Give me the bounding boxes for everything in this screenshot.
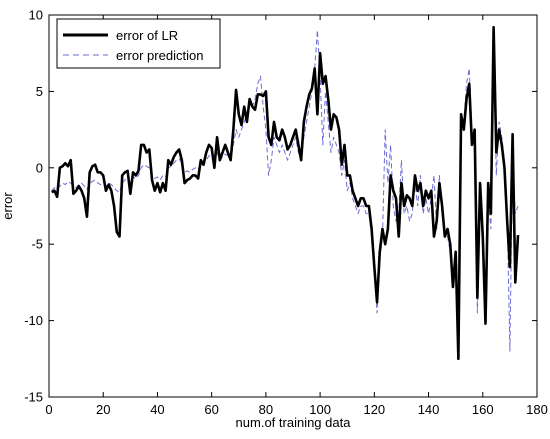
y-tick-label: 0 <box>36 160 43 175</box>
y-tick-label: -10 <box>24 313 43 328</box>
x-tick-label: 40 <box>150 402 164 417</box>
legend-label-error-prediction: error prediction <box>116 48 203 63</box>
x-tick-label: 20 <box>96 402 110 417</box>
legend-label-error-of-lr: error of LR <box>116 28 178 43</box>
x-tick-label: 140 <box>418 402 440 417</box>
x-axis-ticks: 0 20 40 60 80 100 120 140 160 180 <box>45 15 548 417</box>
series-layer <box>51 25 520 361</box>
series-line-error-of-lr <box>51 25 520 361</box>
y-axis-label: error <box>0 192 15 220</box>
x-tick-label: 100 <box>309 402 331 417</box>
x-tick-label: 60 <box>204 402 218 417</box>
x-tick-label: 160 <box>472 402 494 417</box>
legend-box <box>56 18 221 69</box>
plot-area <box>48 14 538 398</box>
y-axis-ticks: -15 -10 -5 0 5 10 <box>24 8 537 405</box>
x-tick-label: 0 <box>45 402 52 417</box>
y-tick-label: -15 <box>24 390 43 405</box>
legend: error of LR error prediction <box>56 18 221 69</box>
x-tick-label: 80 <box>259 402 273 417</box>
y-tick-label: 10 <box>29 8 43 23</box>
x-tick-label: 120 <box>363 402 385 417</box>
y-tick-label: -5 <box>31 237 43 252</box>
x-tick-label: 180 <box>526 402 548 417</box>
y-tick-label: 5 <box>36 84 43 99</box>
x-axis-label: num.of training data <box>236 415 352 430</box>
